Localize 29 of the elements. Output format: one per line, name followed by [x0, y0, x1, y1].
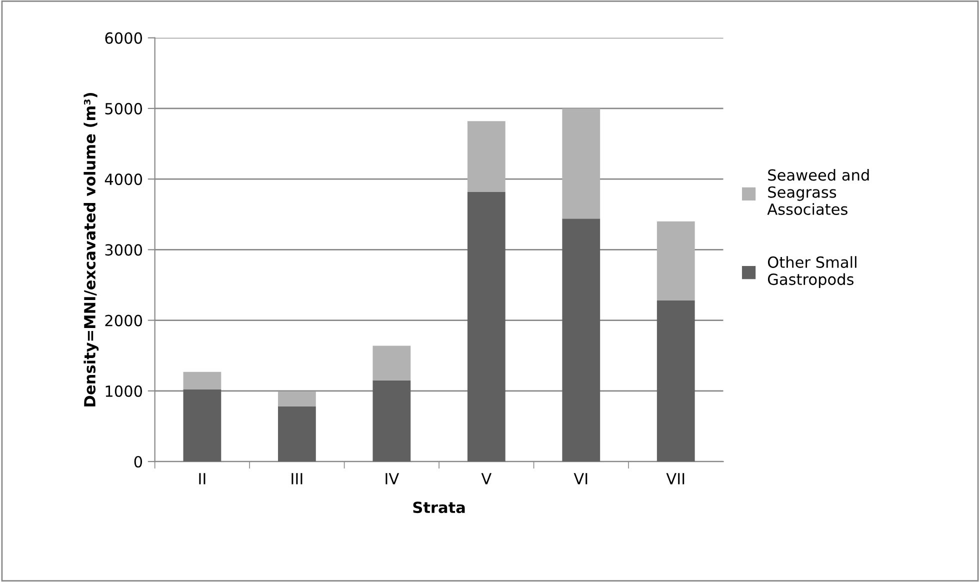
- y-axis-title: Density=MNI/excavated volume (m³): [84, 92, 99, 406]
- y-tick-label: 4000: [104, 174, 142, 186]
- x-tick-label: V: [481, 473, 492, 484]
- bar: [562, 218, 600, 462]
- legend-label: Other Small Gastropods: [768, 256, 856, 288]
- bar: [562, 108, 600, 219]
- y-tick-label: 3000: [105, 244, 142, 256]
- y-tick-label: 0: [134, 456, 142, 468]
- x-tick-label: VI: [574, 473, 588, 484]
- y-tick-label: 6000: [105, 32, 142, 44]
- bar: [278, 406, 316, 462]
- x-tick-label: III: [292, 473, 302, 484]
- bar: [372, 380, 411, 462]
- bar: [183, 372, 222, 390]
- x-tick-label: IV: [386, 473, 400, 484]
- bar: [372, 346, 411, 380]
- bar: [467, 121, 506, 192]
- bar: [656, 221, 695, 301]
- x-tick-label: VII: [666, 473, 684, 484]
- x-axis-title: Strata: [413, 502, 465, 514]
- y-tick-label: 5000: [105, 102, 142, 114]
- bar: [278, 392, 316, 406]
- bar: [467, 192, 506, 462]
- legend-label: Seaweed and Seagrass Associates: [767, 168, 869, 215]
- y-tick-label: 2000: [105, 314, 142, 326]
- bar: [183, 390, 222, 462]
- y-tick-label: 1000: [106, 385, 142, 397]
- bar: [656, 300, 695, 462]
- x-tick-label: II: [199, 473, 206, 484]
